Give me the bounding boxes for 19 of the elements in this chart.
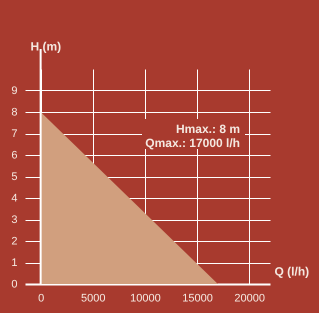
y-axis-title: H (m): [30, 40, 62, 54]
y-tick-label: 3: [11, 214, 18, 226]
x-tick-label: 0: [38, 292, 44, 304]
y-tick-label: 1: [11, 257, 18, 269]
y-tick-label: 6: [11, 150, 18, 162]
x-tick-label: 15000: [182, 292, 213, 304]
y-tick-label: 9: [11, 85, 18, 97]
x-tick-label: 10000: [130, 292, 161, 304]
y-tick-label: 4: [11, 192, 18, 204]
x-tick-label: 20000: [234, 292, 265, 304]
y-tick-label: 2: [11, 236, 18, 248]
y-tick-label: 5: [11, 171, 18, 183]
annotation: Hmax.: 8 m: [176, 122, 240, 136]
y-tick-label: 8: [11, 106, 18, 118]
y-tick-label: 7: [11, 128, 18, 140]
y-tick-label: 0: [11, 278, 18, 290]
x-tick-label: 5000: [81, 292, 106, 304]
x-axis-title: Q (l/h): [274, 264, 310, 278]
annotation: Qmax.: 17000 l/h: [145, 136, 240, 150]
